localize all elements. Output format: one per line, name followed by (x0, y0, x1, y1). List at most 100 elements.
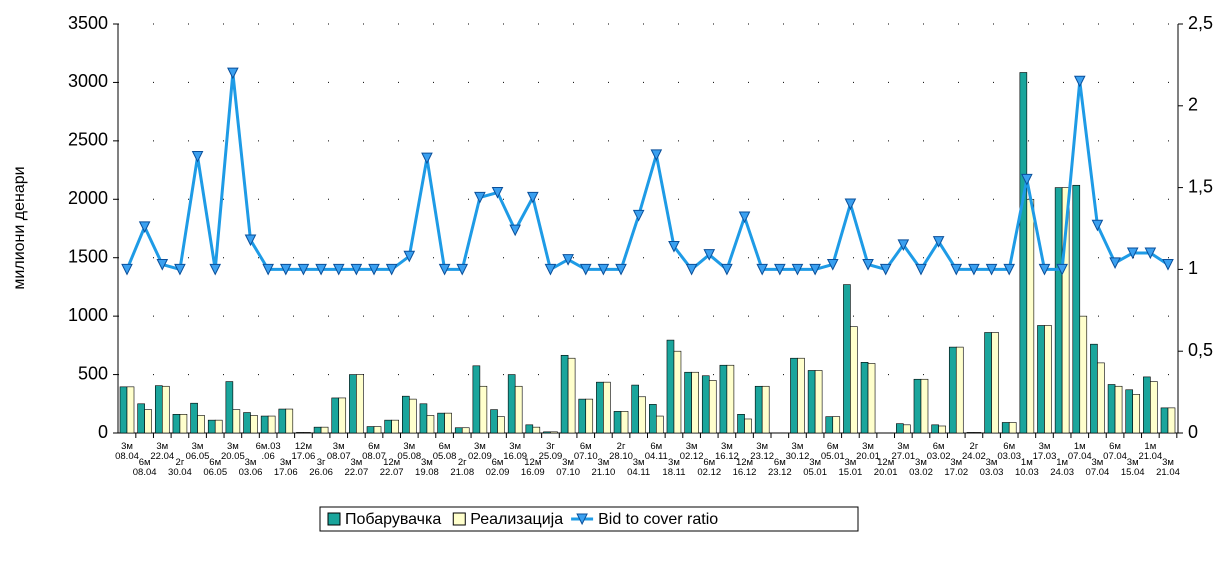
marker (491, 187, 504, 199)
bar (437, 412, 445, 434)
x-tick-label: 3м 17.03 (1032, 441, 1057, 462)
x-tick-label: 2г 21.08 (450, 457, 475, 478)
x-tick-label: 2г 30.04 (168, 457, 192, 478)
bar (560, 354, 569, 434)
legend-label: Побарувачка (345, 511, 441, 528)
x-tick-label: 6м 05.01 (820, 441, 845, 462)
x-tick-label: 3м 03.06 (238, 457, 263, 478)
marker (862, 258, 874, 271)
bar (938, 425, 946, 434)
bar (673, 350, 682, 434)
marker (1109, 257, 1121, 269)
bar (1044, 325, 1052, 434)
marker (809, 263, 821, 276)
bar (267, 415, 276, 434)
x-tick-label: 6м 04.11 (644, 441, 668, 462)
y-tick-label: 3000 (68, 71, 108, 91)
bar (1026, 198, 1035, 434)
x-tick-label: 3г 26.06 (309, 457, 333, 478)
y-axis-label: милиони денари (11, 166, 28, 289)
bar (349, 374, 357, 434)
x-tick-label: 3м 08.04 (115, 441, 139, 462)
x-tick-label: 3м 02.09 (467, 441, 492, 462)
bar (461, 427, 470, 434)
x-tick-label: 6м.03 .06 (255, 441, 281, 462)
x-tick-label: 3м 22.07 (344, 457, 369, 478)
x-tick-label: 3м 23.12 (750, 441, 775, 462)
bar (313, 426, 322, 434)
x-tick-label: 1м 24.03 (1050, 457, 1075, 478)
bar (1061, 187, 1070, 434)
marker (297, 263, 310, 276)
bar (137, 403, 145, 434)
x-tick-label: 3м 07.10 (556, 457, 580, 478)
bar (1167, 407, 1176, 434)
marker (774, 263, 786, 276)
bar (472, 365, 481, 434)
x-tick-label: 3м 15.01 (838, 457, 863, 478)
marker (932, 236, 945, 248)
marker (1162, 258, 1174, 271)
marker (791, 263, 804, 276)
marker (597, 263, 610, 276)
bar (867, 363, 876, 434)
x-tick-label: 3м 22.04 (150, 441, 175, 462)
bar (532, 426, 541, 434)
bar (409, 398, 417, 434)
marker (562, 254, 574, 266)
bar (179, 414, 188, 434)
marker (1038, 263, 1051, 276)
bar (631, 384, 639, 434)
marker (279, 263, 292, 276)
marker (191, 151, 204, 163)
bar (514, 385, 523, 434)
x-tick-label: 6м 05.08 (432, 441, 457, 462)
y-tick-label: 3500 (68, 13, 108, 33)
marker (121, 263, 133, 276)
bar (207, 419, 216, 434)
bar (1001, 422, 1010, 434)
marker (985, 263, 998, 276)
bar (1054, 187, 1063, 434)
marker (262, 263, 274, 276)
bar (144, 409, 152, 434)
bar (172, 414, 181, 434)
bar (232, 409, 241, 434)
bar (708, 380, 717, 434)
marker (915, 263, 927, 276)
x-tick-label: 3м 20.05 (220, 441, 245, 462)
x-tick-label: 3м 17.06 (273, 457, 298, 478)
bar (479, 385, 488, 434)
bar (691, 371, 699, 434)
line (125, 72, 1169, 273)
marker (632, 209, 645, 222)
x-tick-label: 6м 03.03 (997, 441, 1022, 462)
marker (544, 263, 557, 276)
x-tick-label: 6м 02.09 (485, 457, 510, 478)
marker (138, 221, 151, 233)
bar (754, 385, 763, 434)
bar (190, 402, 198, 434)
x-tick-label: 3м 06.05 (185, 441, 210, 462)
marker (174, 263, 186, 276)
bar (903, 424, 911, 434)
bar (1107, 384, 1116, 434)
y-tick-label: 2000 (68, 188, 108, 208)
bar (1019, 72, 1028, 434)
x-tick-label: 12м 22.07 (379, 457, 404, 478)
bar (119, 386, 128, 434)
legend-label: Bid to cover ratio (598, 511, 718, 528)
bar (338, 397, 347, 434)
bar (638, 396, 646, 434)
marker (897, 239, 910, 251)
marker (844, 198, 857, 211)
bar (243, 412, 251, 434)
bar (1079, 315, 1088, 434)
marker (385, 263, 398, 276)
legend-label: Реализација (470, 511, 563, 528)
x-tick-label: 3м 15.04 (1120, 457, 1145, 478)
bar (373, 426, 382, 434)
x-tick-label: 3м 05.01 (803, 457, 827, 478)
marker (1091, 219, 1104, 232)
x-tick-label: 3м 03.02 (909, 457, 933, 478)
